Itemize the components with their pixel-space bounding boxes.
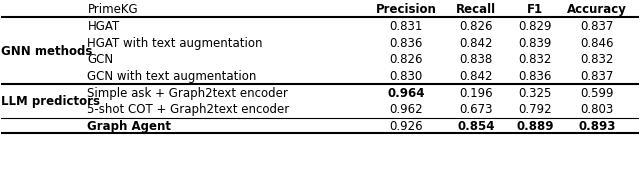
Text: 0.836: 0.836 <box>518 70 552 83</box>
Text: GNN methods: GNN methods <box>1 45 93 58</box>
Text: Recall: Recall <box>456 3 496 16</box>
Text: HGAT: HGAT <box>88 20 120 33</box>
Text: 0.325: 0.325 <box>518 87 552 100</box>
Text: 0.889: 0.889 <box>516 120 554 133</box>
Text: 0.829: 0.829 <box>518 20 552 33</box>
Text: 0.964: 0.964 <box>387 87 425 100</box>
Text: 0.839: 0.839 <box>518 37 552 50</box>
Text: 0.837: 0.837 <box>580 70 614 83</box>
Text: 0.836: 0.836 <box>389 37 422 50</box>
Text: GCN: GCN <box>88 53 113 66</box>
Text: Accuracy: Accuracy <box>567 3 627 16</box>
Text: 0.962: 0.962 <box>389 104 423 117</box>
Text: 0.826: 0.826 <box>389 53 423 66</box>
Text: 0.926: 0.926 <box>389 120 423 133</box>
Text: 0.842: 0.842 <box>460 37 493 50</box>
Text: 0.854: 0.854 <box>458 120 495 133</box>
Text: 0.832: 0.832 <box>518 53 552 66</box>
Text: Graph Agent: Graph Agent <box>88 120 172 133</box>
Text: 0.838: 0.838 <box>460 53 493 66</box>
Text: PrimeKG: PrimeKG <box>88 3 138 16</box>
Text: GCN with text augmentation: GCN with text augmentation <box>88 70 257 83</box>
Text: LLM predictors: LLM predictors <box>1 95 100 108</box>
Text: F1: F1 <box>527 3 543 16</box>
Text: 5-shot COT + Graph2text encoder: 5-shot COT + Graph2text encoder <box>88 104 290 117</box>
Text: 0.673: 0.673 <box>460 104 493 117</box>
Text: HGAT with text augmentation: HGAT with text augmentation <box>88 37 263 50</box>
Text: Simple ask + Graph2text encoder: Simple ask + Graph2text encoder <box>88 87 288 100</box>
Text: 0.893: 0.893 <box>579 120 616 133</box>
Text: 0.830: 0.830 <box>389 70 422 83</box>
Text: 0.832: 0.832 <box>580 53 614 66</box>
Text: 0.196: 0.196 <box>460 87 493 100</box>
Text: 0.599: 0.599 <box>580 87 614 100</box>
Text: 0.826: 0.826 <box>460 20 493 33</box>
Text: Precision: Precision <box>376 3 436 16</box>
Text: 0.837: 0.837 <box>580 20 614 33</box>
Text: 0.803: 0.803 <box>580 104 614 117</box>
Text: 0.831: 0.831 <box>389 20 422 33</box>
Text: 0.846: 0.846 <box>580 37 614 50</box>
Text: 0.792: 0.792 <box>518 104 552 117</box>
Text: 0.842: 0.842 <box>460 70 493 83</box>
